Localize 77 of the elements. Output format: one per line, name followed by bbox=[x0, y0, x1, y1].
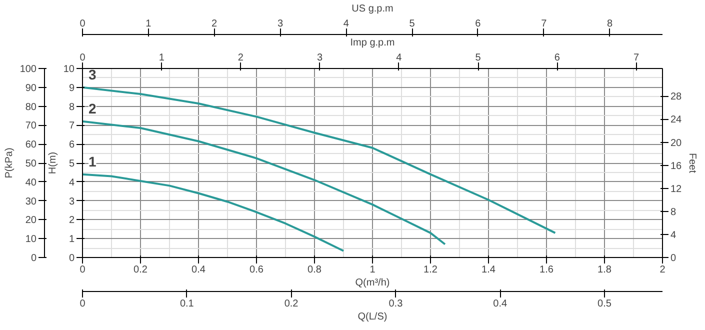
y-axis-title: H(m) bbox=[47, 152, 58, 174]
y2-tick-label: 20 bbox=[25, 215, 37, 226]
y3-tick-label: 24 bbox=[670, 114, 682, 126]
x-tick-label: 0.8 bbox=[308, 264, 322, 276]
y2-tick-label: 40 bbox=[25, 177, 37, 188]
x2-tick-label: 5 bbox=[409, 18, 416, 30]
x2-tick-label: 3 bbox=[277, 18, 284, 30]
y2-tick-label: 0 bbox=[30, 253, 37, 264]
x-tick-label: 0.2 bbox=[134, 264, 148, 276]
text: 5 bbox=[475, 52, 482, 64]
text: 0 bbox=[80, 52, 86, 64]
y3-tick-label: 8 bbox=[670, 206, 676, 218]
x2-tick-label: 1 bbox=[146, 18, 152, 30]
y3-tick-label: 4 bbox=[670, 230, 676, 241]
y-tick-label: 3 bbox=[68, 196, 75, 208]
y-tick-label: 8 bbox=[68, 102, 75, 113]
x-axis-title: Q(m³/h) bbox=[355, 278, 390, 288]
y2-tick-label: 90 bbox=[25, 82, 37, 94]
x-tick-label: 0 bbox=[80, 264, 86, 276]
y-tick-label: 2 bbox=[68, 215, 75, 226]
text: 1 bbox=[158, 52, 165, 64]
line-series bbox=[82, 120, 446, 246]
x-tick-label: 1.8 bbox=[598, 264, 612, 276]
text: 0.1 bbox=[180, 298, 194, 310]
x2-tick-label: 6 bbox=[475, 18, 482, 30]
x2-tick-label: 8 bbox=[606, 18, 613, 30]
series-label: 1 bbox=[88, 153, 96, 170]
y3-tick-label: 28 bbox=[670, 92, 682, 103]
y-tick-label: 0 bbox=[68, 253, 75, 264]
y2-tick-label: 70 bbox=[25, 120, 37, 132]
x-tick-label: 1.6 bbox=[540, 264, 554, 276]
text: 7 bbox=[633, 52, 640, 64]
text: 2 bbox=[238, 52, 244, 64]
y2-tick-label: 50 bbox=[25, 158, 37, 170]
y-tick-label: 10 bbox=[63, 64, 75, 75]
y2-tick-label: 100 bbox=[20, 64, 37, 75]
x-tick-label: 2 bbox=[660, 264, 666, 276]
x2-tick-label: 0 bbox=[80, 18, 86, 30]
y3-tick-label: 12 bbox=[670, 184, 682, 195]
text: Imp g.p.m bbox=[350, 38, 395, 48]
x2-axis-title: US g.p.m bbox=[352, 4, 394, 14]
y-tick-label: 1 bbox=[68, 234, 75, 246]
y-tick-label: 6 bbox=[68, 140, 75, 151]
y-tick-label: 5 bbox=[68, 158, 75, 170]
series-label: 3 bbox=[88, 66, 96, 82]
text: 3 bbox=[317, 52, 324, 64]
y2-tick-label: 60 bbox=[25, 140, 37, 151]
text: 0 bbox=[80, 298, 86, 310]
y2-axis-title: P(kPa) bbox=[4, 148, 15, 178]
text: 0.3 bbox=[388, 298, 404, 310]
y3-tick-label: 0 bbox=[670, 253, 676, 264]
text: 6 bbox=[554, 52, 560, 64]
line-series bbox=[82, 173, 344, 252]
x-tick-label: 1.4 bbox=[482, 264, 496, 276]
x-tick-label: 0.6 bbox=[250, 264, 264, 276]
text: Q(L/S) bbox=[358, 312, 388, 322]
y2-tick-label: 30 bbox=[25, 196, 37, 208]
x2-tick-label: 4 bbox=[343, 18, 350, 30]
x2-tick-label: 2 bbox=[212, 18, 218, 30]
y-tick-label: 9 bbox=[68, 82, 75, 94]
text: 0.5 bbox=[598, 298, 612, 310]
x2-tick-label: 7 bbox=[541, 18, 548, 30]
y3-axis-title: Feet bbox=[686, 152, 698, 174]
x-tick-label: 0.4 bbox=[192, 264, 206, 276]
line-series bbox=[82, 86, 556, 234]
y3-tick-label: 16 bbox=[670, 160, 682, 172]
y3-tick-label: 20 bbox=[670, 138, 682, 149]
y-tick-label: 4 bbox=[68, 177, 75, 188]
text: 0.4 bbox=[493, 298, 508, 310]
text: 4 bbox=[396, 52, 402, 64]
y2-tick-label: 80 bbox=[25, 102, 37, 113]
series-label: 2 bbox=[88, 100, 96, 116]
y-tick-label: 7 bbox=[68, 120, 75, 132]
x-tick-label: 1.2 bbox=[424, 264, 438, 276]
x-tick-label: 1 bbox=[370, 264, 376, 276]
text: 0.2 bbox=[284, 298, 299, 310]
y2-tick-label: 10 bbox=[25, 234, 37, 246]
